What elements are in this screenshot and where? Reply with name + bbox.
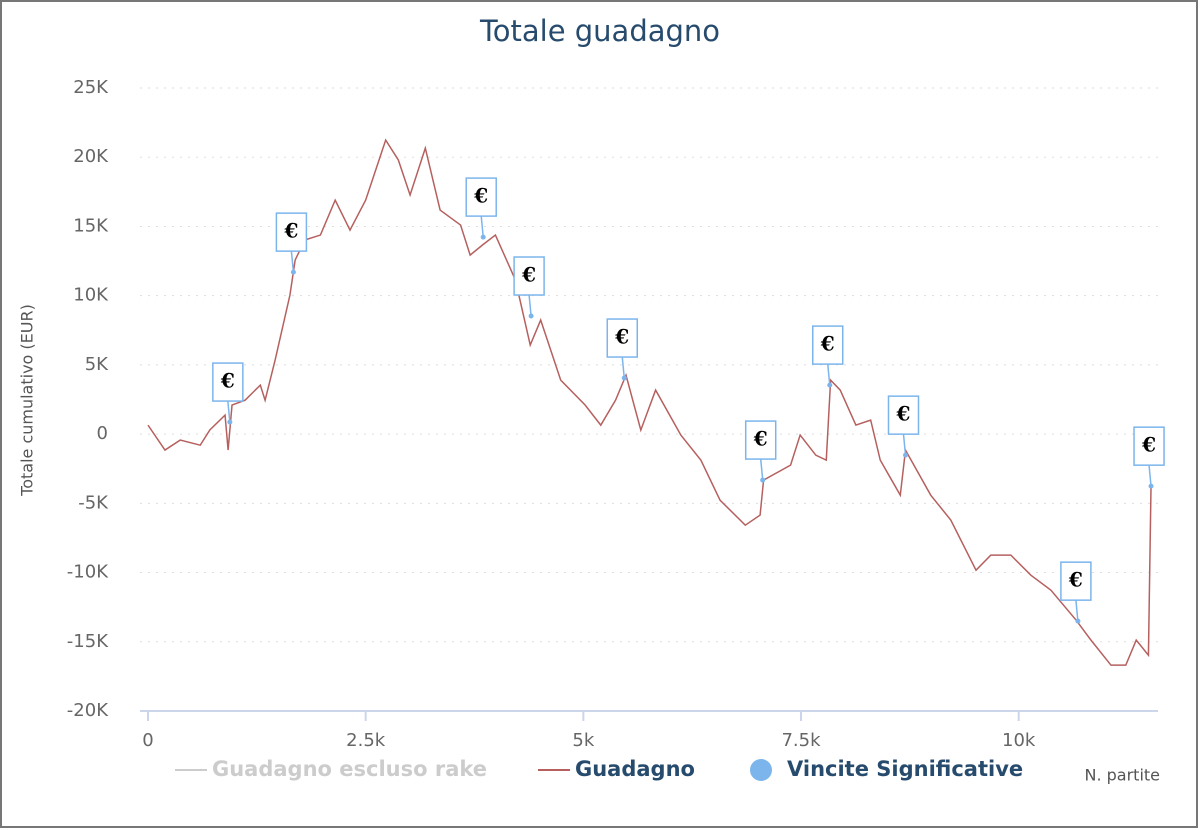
flag-stem [759,459,764,481]
flag-label: € [521,263,536,287]
y-tick-label: -20K [67,700,109,721]
y-tick-label: 0 [97,423,108,444]
flag-box [275,212,308,252]
y-tick-label: 20K [73,146,109,167]
x-tick-label: 2.5k [346,730,386,751]
win-flag: € [887,395,920,458]
flag-stem [902,434,907,456]
win-flag: € [212,362,244,425]
win-flag: € [275,212,308,275]
flag-label: € [820,332,835,356]
y-tick-label: -10K [67,562,109,583]
win-flag: € [1133,426,1165,489]
flag-label: € [220,369,235,393]
flag-label: € [614,325,629,349]
win-flag: € [465,177,497,240]
y-axis-title: Totale cumulativo (EUR) [18,304,37,497]
flag-box [744,420,777,460]
y-tick-label: 25K [73,77,109,98]
flag-label: € [1068,568,1083,592]
point [480,234,486,240]
flag-stem [1148,465,1152,487]
y-tick-label: 5K [85,354,109,375]
flag-stem [621,356,626,379]
point [1148,483,1154,489]
flag-stem [480,216,484,238]
flag-box [513,256,545,296]
flag-label: € [1141,433,1156,457]
flag-box [465,177,497,217]
y-tick-label: 10K [73,285,109,306]
y-tick-label: 15K [73,215,109,236]
flag-box [1133,426,1165,466]
win-flag: € [1060,561,1092,624]
flag-stem [290,251,295,273]
y-tick-label: -15K [67,631,109,652]
point [528,313,534,319]
flag-stem [528,294,532,317]
point [621,375,627,381]
x-tick-label: 7.5k [781,730,821,751]
flag-stem [1075,600,1079,622]
win-flag: € [606,318,639,381]
legend-label: Guadagno escluso rake [212,757,487,781]
win-flag: € [812,325,844,388]
y-tick-label: -5K [78,492,109,513]
legend-label: Vincite Significative [787,757,1023,781]
point [227,419,233,425]
legend-label: Guadagno [575,757,695,781]
flag-label: € [896,402,911,426]
x-tick-label: 10k [1002,730,1036,751]
flag-stem [827,364,831,386]
flag-box [1060,561,1092,601]
x-tick-label: 5k [572,730,594,751]
legend-symbol [750,759,772,781]
flag-label: € [283,219,298,243]
win-flag: € [744,420,777,483]
flag-label: € [473,184,488,208]
flag-label: € [753,427,768,451]
point [760,477,766,483]
win-flag: € [513,256,545,319]
x-axis-title: N. partite [1084,766,1160,785]
chart-title: Totale guadagno [479,14,720,48]
point [903,452,908,458]
flag-box [812,325,844,365]
x-tick-label: 0 [142,730,153,751]
flag-stem [227,400,231,423]
line-series [147,138,1152,666]
flag-box [212,362,244,402]
point [1075,618,1081,624]
flag-box [887,395,920,435]
point [290,269,296,275]
point [827,382,833,388]
flag-box [606,318,639,358]
